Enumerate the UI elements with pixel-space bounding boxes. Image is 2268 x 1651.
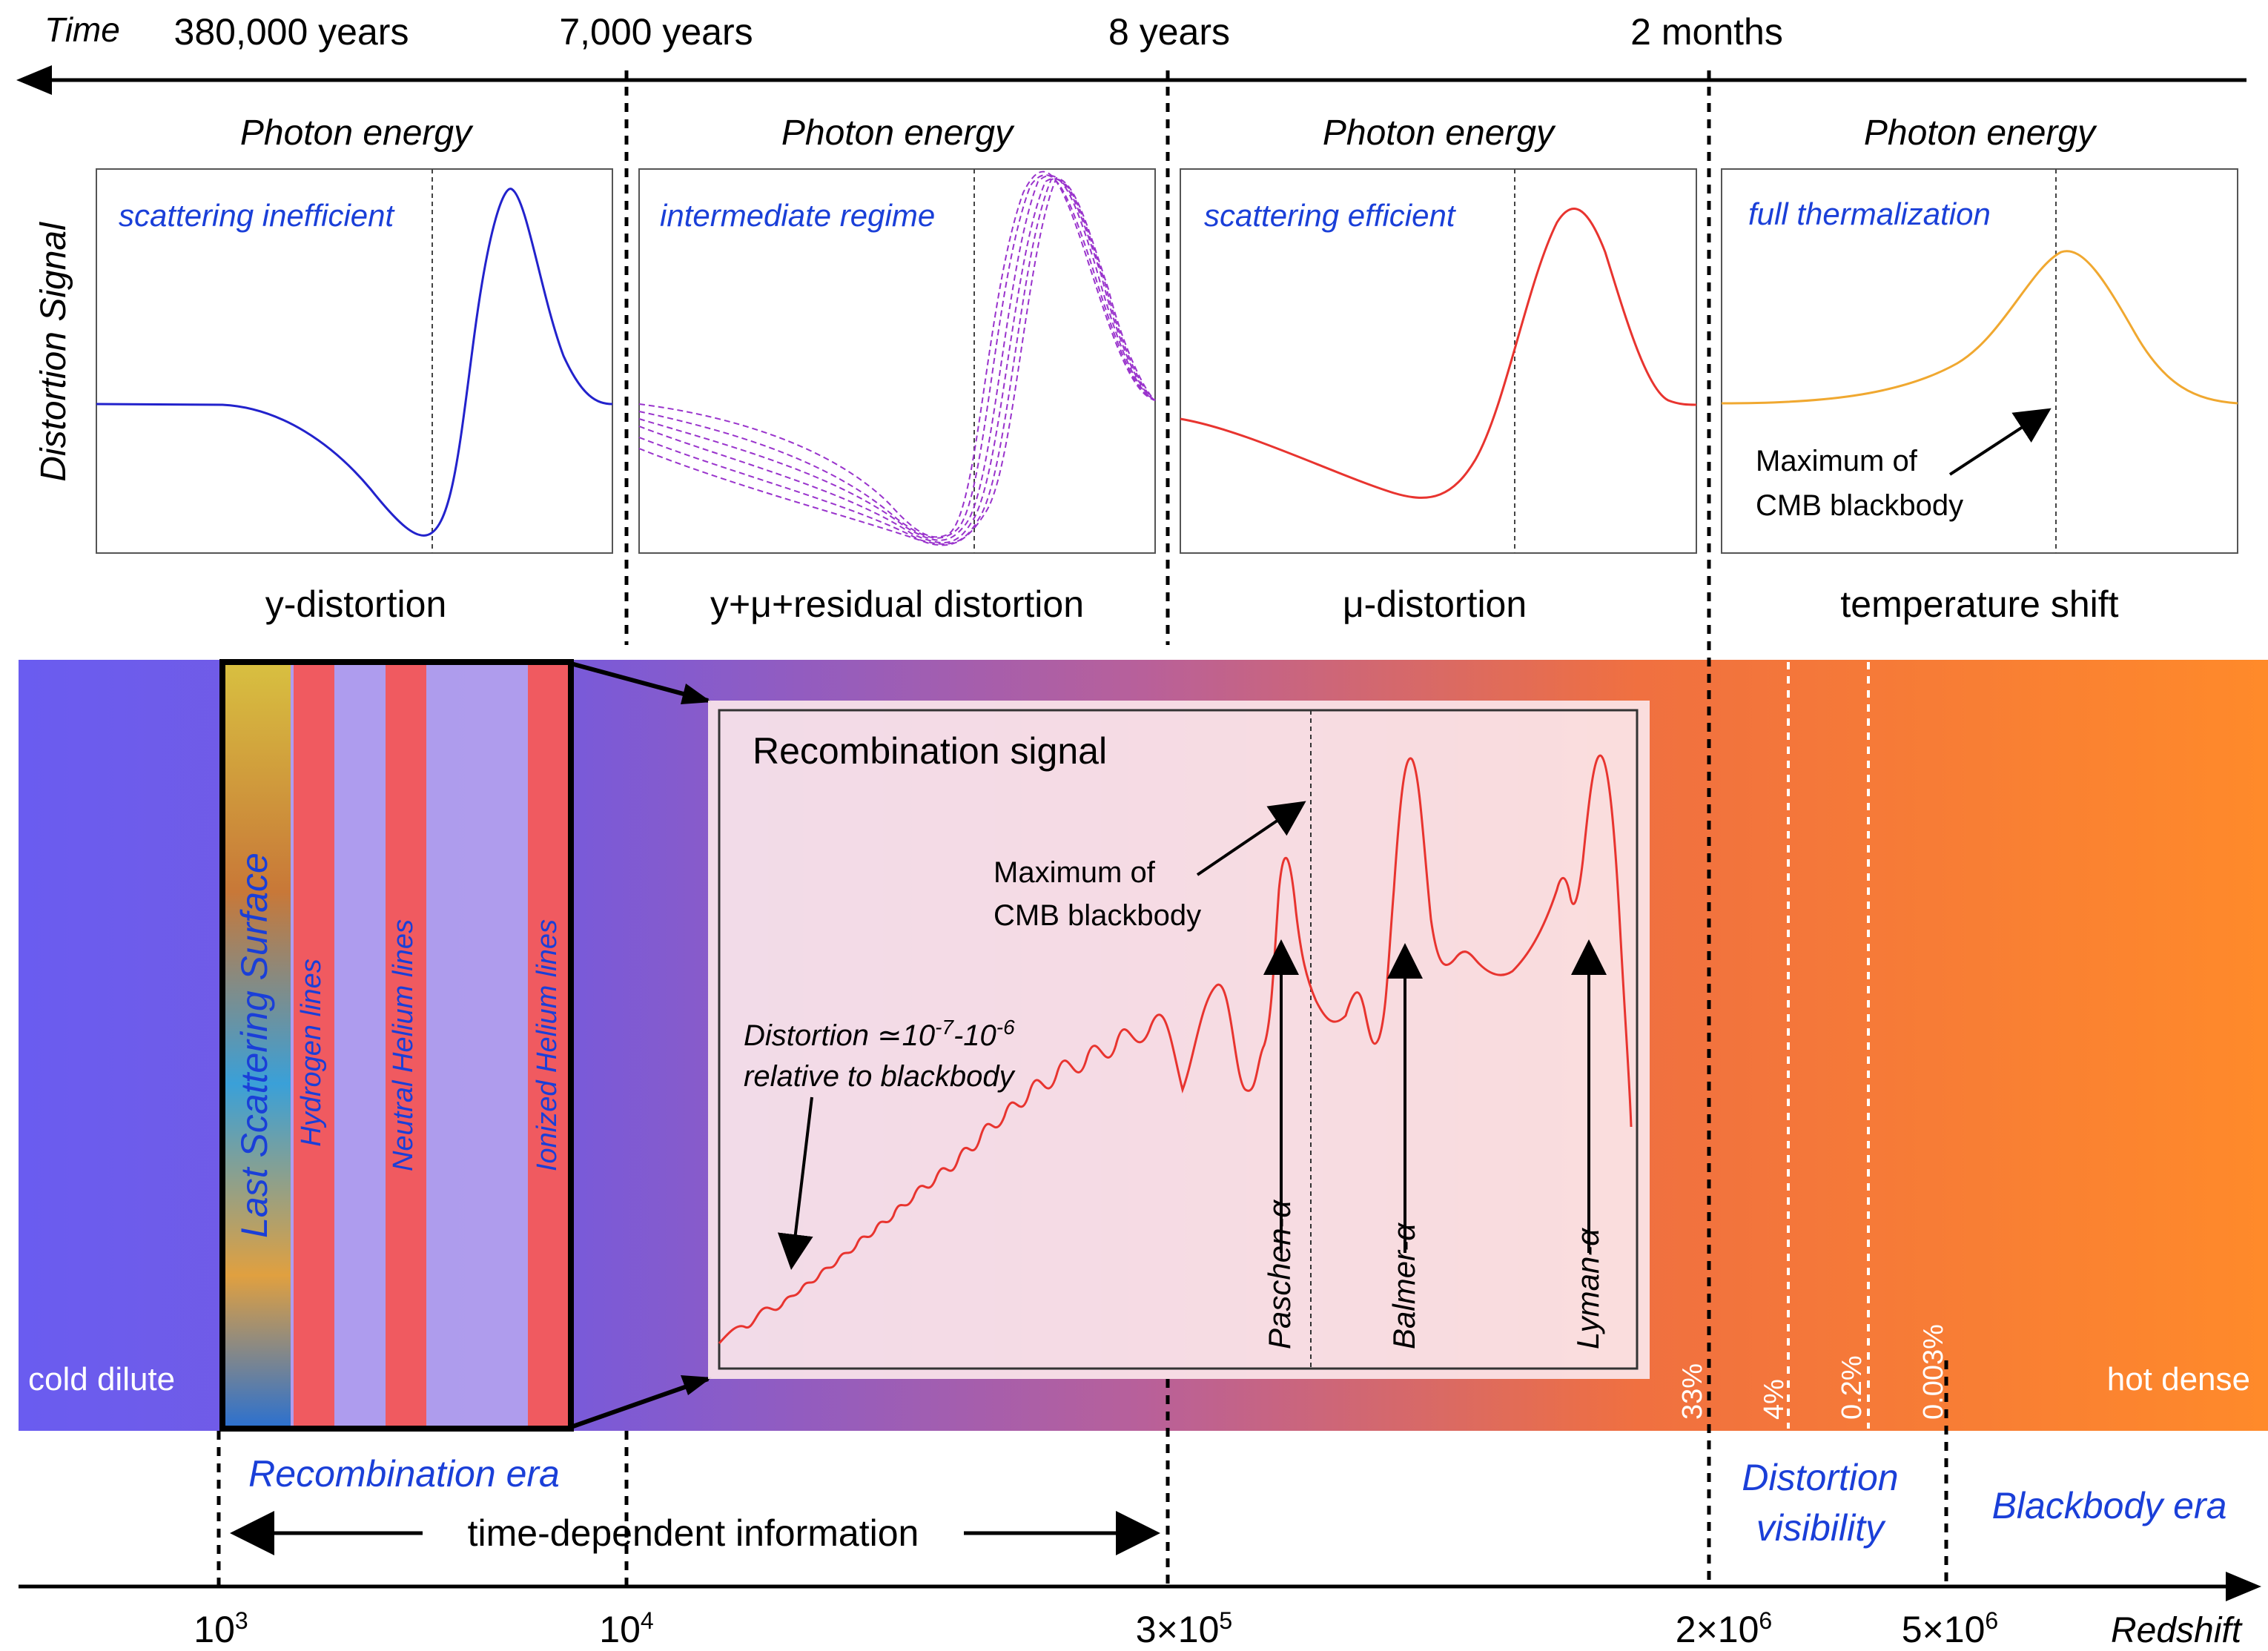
panel-frame <box>96 168 613 554</box>
panel-header: Photon energy <box>240 113 474 153</box>
recombination-signal-curve <box>718 754 1633 1344</box>
panel-caption: y-distortion <box>265 583 447 625</box>
inset-max-line-2: CMB blackbody <box>994 899 1201 932</box>
redshift-tick-5e6: 5×106 <box>1902 1607 1998 1650</box>
tick-base: 2×10 <box>1676 1609 1759 1650</box>
distortion-exponent-2: -6 <box>996 1016 1015 1039</box>
tick-exponent: 3 <box>235 1607 248 1634</box>
panel-header: Photon energy <box>1864 113 2097 153</box>
neutral-helium-band <box>386 662 426 1429</box>
last-scattering-label: Last Scattering Surface <box>234 853 275 1238</box>
redshift-tick-1e4: 104 <box>599 1607 653 1650</box>
intermediate-curves <box>638 171 1156 546</box>
tick-exponent: 6 <box>1759 1607 1772 1634</box>
hydrogen-band <box>294 662 334 1429</box>
panel-header: Photon energy <box>1323 113 1556 153</box>
time-axis-arrowhead <box>16 65 52 95</box>
redshift-tick-1e3: 103 <box>194 1607 248 1650</box>
inset-max-line-1: Maximum of <box>994 856 1156 889</box>
y-distortion-curve <box>96 188 613 537</box>
time-tick-8: 8 years <box>1108 11 1230 53</box>
regime-label: scattering efficient <box>1204 198 1457 233</box>
tick-base: 5×10 <box>1902 1609 1986 1650</box>
regime-label: intermediate regime <box>660 198 935 233</box>
regime-label: full thermalization <box>1748 196 1991 231</box>
distortion-note-line-2: relative to blackbody <box>744 1060 1016 1093</box>
recombination-box-fill <box>291 662 569 1429</box>
panel-caption: temperature shift <box>1840 583 2118 625</box>
annotation-line-2: CMB blackbody <box>1756 489 1963 522</box>
redshift-axis: 103 104 3×105 2×106 5×106 Redshift <box>19 1572 2261 1650</box>
tick-exponent: 5 <box>1219 1607 1232 1634</box>
distortion-note-line-1: Distortion ≃10-7-10-6 <box>744 1016 1015 1053</box>
distortion-exponent-1: -7 <box>935 1016 954 1039</box>
tick-base: 10 <box>599 1609 641 1650</box>
panel-header: Photon energy <box>781 113 1015 153</box>
panel-frame <box>1180 168 1697 554</box>
redshift-axis-arrowhead <box>2226 1572 2261 1601</box>
time-dependent-label: time-dependent information <box>468 1512 919 1554</box>
hydrogen-lines-label: Hydrogen lines <box>296 959 327 1146</box>
blackbody-era-label: Blackbody era <box>1992 1485 2227 1526</box>
time-tick-2months: 2 months <box>1630 11 1783 53</box>
redshift-tick-3e5: 3×105 <box>1136 1607 1232 1650</box>
inset-max-arrow <box>1196 801 1306 876</box>
inset-frame <box>718 709 1639 1370</box>
visibility-markers <box>1787 662 1870 1429</box>
zoom-arrowhead-bottom <box>681 1375 712 1395</box>
panel-caption: μ-distortion <box>1343 583 1527 625</box>
time-axis: Time 380,000 years 7,000 years 8 years 2… <box>16 10 2246 95</box>
recombination-inset: Recombination signal Maximum of CMB blac… <box>708 701 1650 1379</box>
recombination-box-frame <box>219 659 574 1432</box>
inset-title: Recombination signal <box>753 730 1107 772</box>
panel-caption: y+μ+residual distortion <box>710 583 1084 625</box>
redshift-tick-2e6: 2×106 <box>1676 1607 1772 1650</box>
mu-distortion-curve <box>1180 208 1697 499</box>
balmer-alpha-label: Balmer-α <box>1386 1222 1421 1349</box>
regime-label: scattering inefficient <box>119 198 396 233</box>
time-tick-380000: 380,000 years <box>174 11 409 53</box>
inset-background <box>708 701 1650 1379</box>
distortion-dash: -10 <box>953 1019 996 1052</box>
panel-temperature-shift: Photon energy full thermalization Maximu… <box>1721 113 2238 625</box>
tick-base: 3×10 <box>1136 1609 1220 1650</box>
panel-mu-distortion: Photon energy scattering efficient μ-dis… <box>1180 113 1697 625</box>
tick-base: 10 <box>194 1609 235 1650</box>
era-separators <box>216 70 1948 1587</box>
lyman-alpha-label: Lyman-α <box>1570 1228 1605 1349</box>
visibility-0-2: 0.2% <box>1836 1355 1868 1420</box>
ionized-helium-band <box>528 662 569 1429</box>
distortion-visibility-label-2: visibility <box>1756 1507 1886 1549</box>
distortion-note-arrow <box>777 1096 813 1270</box>
redshift-axis-label: Redshift <box>2111 1611 2243 1650</box>
paschen-alpha-label: Paschen-α <box>1262 1200 1297 1349</box>
visibility-0-003: 0.003% <box>1918 1324 1949 1420</box>
time-axis-label: Time <box>44 10 120 49</box>
panel-frame <box>1721 168 2238 554</box>
panel-y-distortion: Photon energy scattering inefficient y-d… <box>96 113 613 625</box>
tick-exponent: 4 <box>641 1607 654 1634</box>
visibility-4: 4% <box>1759 1379 1790 1420</box>
panel-frame <box>638 168 1156 554</box>
recombination-era-label: Recombination era <box>248 1453 560 1495</box>
temperature-shift-curve <box>1721 250 2238 405</box>
hot-dense-label: hot dense <box>2107 1361 2250 1397</box>
annotation-arrow <box>1948 408 2052 476</box>
visibility-33: 33% <box>1677 1363 1708 1420</box>
distortion-visibility-label-1: Distortion <box>1742 1457 1898 1498</box>
neutral-helium-lines-label: Neutral Helium lines <box>388 919 419 1171</box>
panel-intermediate: Photon energy intermediate regime y+μ+re… <box>638 113 1156 625</box>
time-tick-7000: 7,000 years <box>559 11 753 53</box>
ionized-helium-lines-label: Ionized Helium lines <box>532 919 563 1171</box>
annotation-line-1: Maximum of <box>1756 445 1918 477</box>
distortion-note-text: Distortion ≃10 <box>744 1019 935 1052</box>
y-axis-label: Distortion Signal <box>34 222 73 482</box>
cmb-map-strip <box>222 662 291 1429</box>
tick-exponent: 6 <box>1985 1607 1998 1634</box>
zoom-arrowhead-top <box>681 684 712 704</box>
cold-dilute-label: cold dilute <box>28 1361 175 1397</box>
